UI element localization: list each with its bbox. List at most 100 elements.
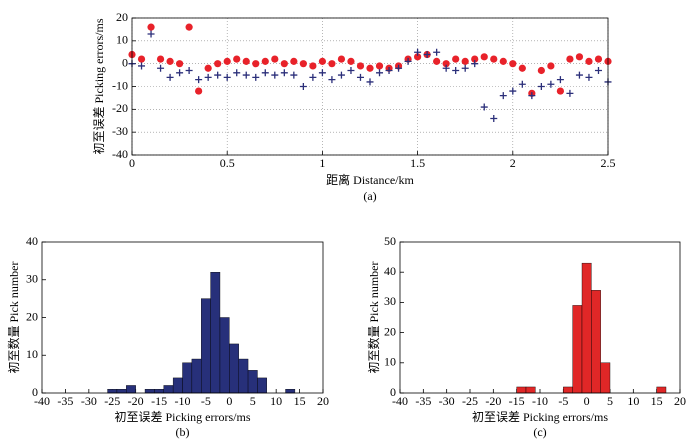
x-tick-label: -15: [151, 394, 167, 408]
point: [166, 73, 174, 81]
bar: [591, 290, 601, 394]
point: [195, 87, 203, 95]
point: [442, 60, 450, 68]
x-tick-label: 10: [627, 394, 639, 408]
point: [166, 57, 174, 65]
plot-frame: [131, 17, 609, 156]
point: [261, 57, 269, 65]
y-axis-label: 初至数量 Pick number: [366, 262, 381, 374]
x-tick-label: -35: [57, 394, 73, 408]
point: [404, 57, 412, 65]
point: [280, 60, 288, 68]
point: [461, 64, 469, 72]
point: [290, 57, 298, 65]
x-tick-label: -30: [439, 394, 455, 408]
x-tick-label: 0: [129, 156, 135, 170]
point: [290, 71, 298, 79]
point: [318, 69, 326, 77]
bar: [229, 343, 239, 394]
point: [433, 57, 441, 65]
y-tick-label: 20: [384, 324, 396, 338]
y-tick-label: -10: [112, 78, 128, 92]
point: [471, 55, 479, 63]
y-tick-label: 50: [384, 234, 396, 248]
x-tick-label: 0: [584, 394, 590, 408]
point: [261, 69, 269, 77]
x-tick-label: 5: [607, 394, 613, 408]
x-tick-label: 15: [294, 394, 306, 408]
bar: [581, 262, 592, 394]
x-tick-label: 2.5: [601, 156, 616, 170]
point: [509, 60, 517, 68]
point: [204, 73, 212, 81]
x-tick-label: 2: [510, 156, 516, 170]
point: [385, 67, 393, 75]
bar: [572, 305, 583, 394]
y-tick-label: 10: [26, 347, 38, 361]
x-tick-label: -10: [175, 394, 191, 408]
y-tick-label: -30: [112, 124, 128, 138]
point: [214, 60, 222, 68]
x-tick-label: 0: [226, 394, 232, 408]
point: [223, 73, 231, 81]
point: [366, 64, 374, 72]
y-tick-label: 30: [26, 272, 38, 286]
x-axis-label: 初至误差 Picking errors/ms: [115, 410, 251, 424]
point: [547, 62, 555, 70]
point: [528, 92, 536, 100]
x-tick-label: 0.5: [220, 156, 235, 170]
y-tick-label: 0: [390, 385, 396, 399]
point: [547, 80, 555, 88]
point: [271, 71, 279, 79]
point: [176, 69, 184, 77]
point: [575, 53, 584, 61]
bar: [144, 389, 155, 394]
bar: [285, 389, 296, 394]
point: [537, 66, 545, 75]
plot-frame: [41, 241, 324, 394]
x-tick-label: -40: [34, 394, 50, 408]
bar: [247, 370, 258, 394]
point: [585, 73, 593, 81]
bar: [257, 377, 267, 394]
x-tick-label: -5: [558, 394, 568, 408]
y-axis-label: 初至数量 Pick number: [6, 262, 21, 374]
bar: [201, 298, 211, 394]
bar: [172, 377, 183, 394]
point: [499, 92, 507, 100]
point: [271, 55, 279, 63]
y-tick-label: 40: [26, 234, 38, 248]
point: [556, 87, 565, 95]
x-axis-label: 距离 Distance/km: [326, 172, 414, 187]
x-tick-label: 15: [651, 394, 663, 408]
point: [366, 78, 374, 86]
point: [490, 55, 498, 63]
point: [309, 62, 317, 70]
point: [452, 67, 460, 75]
bar: [210, 272, 221, 394]
point: [147, 30, 155, 38]
caption: (c): [533, 425, 546, 439]
point: [309, 73, 317, 81]
point: [414, 48, 422, 56]
x-tick-label: 1.5: [410, 156, 425, 170]
point: [156, 55, 165, 63]
point: [318, 57, 326, 65]
bar: [182, 362, 193, 394]
point: [376, 69, 384, 77]
point: [195, 76, 203, 84]
point: [176, 60, 184, 68]
point: [252, 60, 260, 68]
bar: [600, 362, 611, 394]
point: [375, 62, 384, 70]
x-axis-label: 初至误差 Picking errors/ms: [472, 410, 608, 424]
point: [185, 23, 193, 31]
point: [147, 23, 155, 31]
point: [433, 48, 441, 56]
caption: (a): [363, 189, 376, 203]
x-tick-label: -30: [81, 394, 97, 408]
point: [233, 69, 241, 77]
point: [518, 64, 526, 72]
point: [575, 71, 583, 79]
